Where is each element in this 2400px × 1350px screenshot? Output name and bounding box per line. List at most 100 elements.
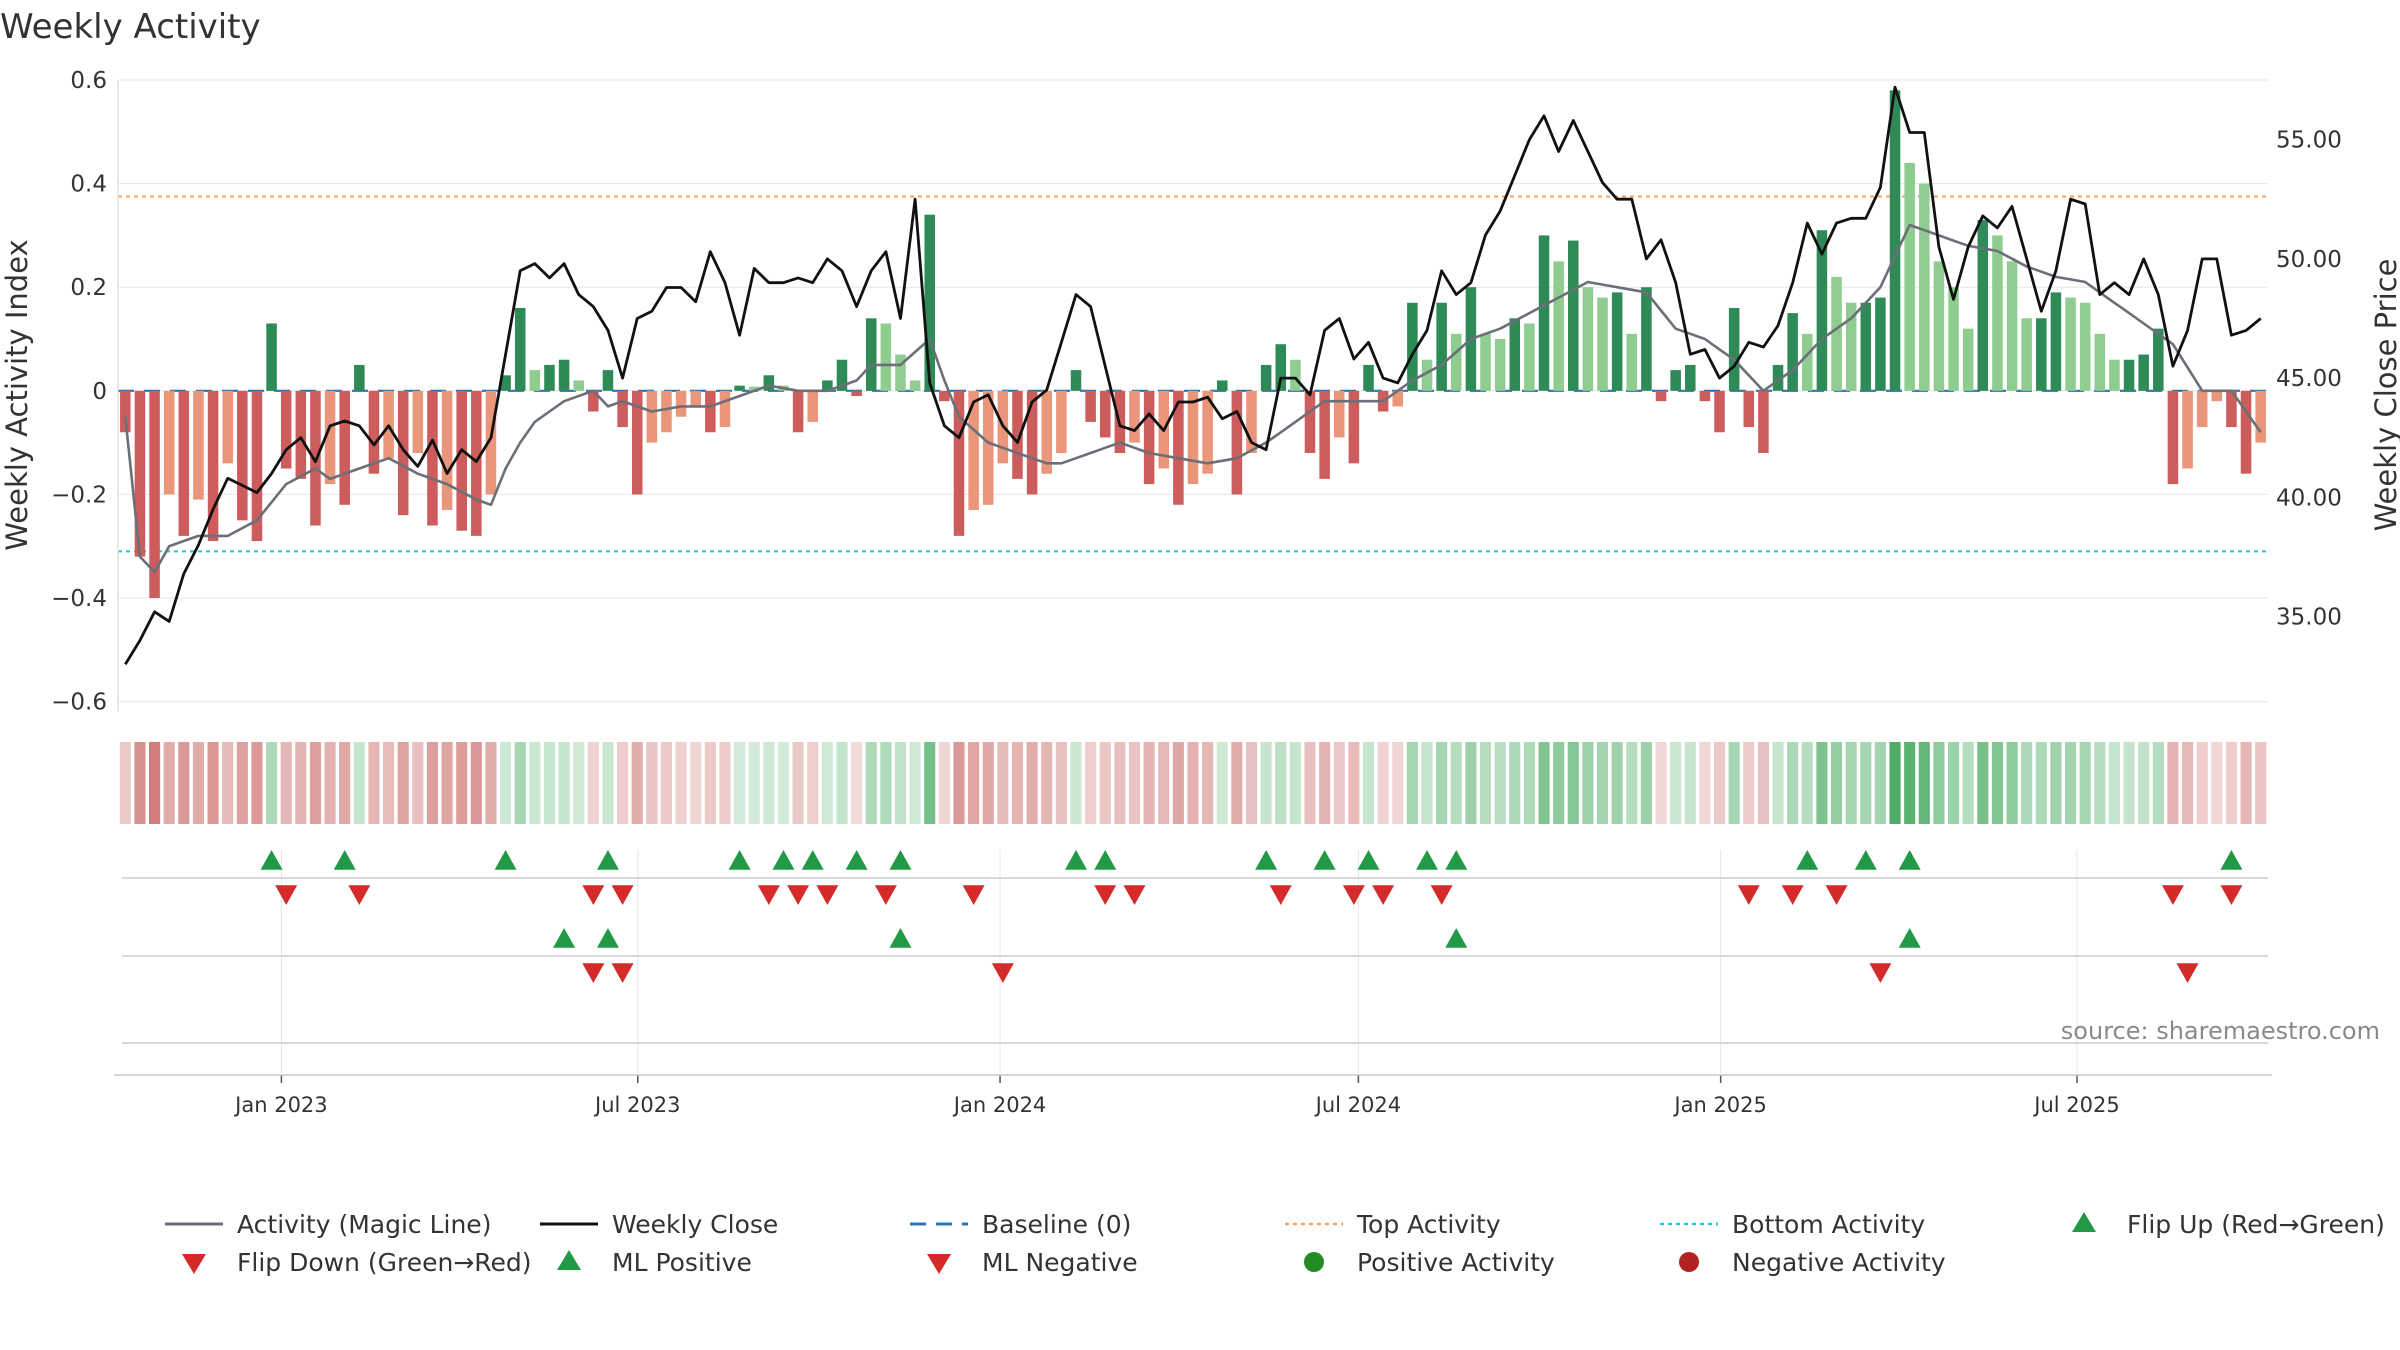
heat-strip-cell (558, 742, 570, 824)
activity-bar (1246, 390, 1257, 453)
activity-bar (1845, 302, 1857, 391)
ml-positive-marker (889, 928, 912, 948)
heat-strip-cell (2196, 742, 2208, 824)
heat-strip-cell (1392, 742, 1404, 824)
activity-bar (1758, 390, 1769, 453)
series-lines (124, 85, 2262, 666)
heat-strip-cell (1553, 742, 1565, 824)
legend-item: Bottom Activity (1660, 1210, 1925, 1239)
activity-bar (792, 390, 804, 433)
legend-label: Positive Activity (1357, 1248, 1555, 1277)
heat-strip-cell (1640, 742, 1652, 824)
heat-strip-cell (353, 742, 365, 824)
legend: Activity (Magic Line) Weekly Close Baselin… (165, 1210, 2385, 1277)
activity-bar (1187, 390, 1199, 485)
heat-strip-cell (1304, 742, 1316, 824)
activity-bar (1743, 390, 1755, 428)
legend-item: Flip Up (Red→Green) (2072, 1210, 2385, 1239)
legend-item: Weekly Close (540, 1210, 778, 1239)
y-right-tick-label: 50.00 (2276, 247, 2342, 273)
activity-bar (2065, 297, 2076, 391)
heat-strip-cell (1055, 742, 1067, 824)
activity-bar (1568, 240, 1579, 391)
y-left-tick-label: 0.4 (70, 172, 107, 198)
heat-strip-cell (2108, 742, 2120, 824)
flip-down-marker (2161, 885, 2184, 905)
heat-strip-cell (1947, 742, 1960, 824)
heat-strip-cell (1026, 742, 1038, 824)
heat-strip-cell (383, 742, 395, 824)
activity-bar (602, 370, 614, 391)
activity-bar (2153, 328, 2164, 391)
activity-bar (1348, 390, 1360, 464)
activity-bar (1436, 302, 1447, 391)
legend-triangle-down-icon (182, 1254, 206, 1274)
activity-bar (1451, 333, 1462, 391)
legend-item: Activity (Magic Line) (165, 1210, 491, 1239)
heat-strip-cell (646, 742, 658, 824)
heat-strip-cell (1933, 742, 1945, 824)
activity-bar (324, 390, 336, 485)
heat-strip-cell (485, 742, 497, 824)
y-left-tick-label: 0.6 (70, 68, 107, 94)
heat-strip-cell (1450, 742, 1462, 824)
heat-strip-cell (1582, 742, 1594, 824)
activity-bar (1290, 359, 1301, 391)
flip-up-marker (772, 850, 795, 870)
activity-bar (2138, 354, 2149, 391)
heat-strip-cell (2079, 742, 2091, 824)
legend-label: ML Positive (612, 1248, 752, 1277)
activity-bar (968, 390, 979, 510)
heat-strip-cell (1070, 742, 1082, 824)
legend-label: Top Activity (1356, 1210, 1501, 1239)
legend-circle-red-icon (1679, 1252, 1699, 1272)
activity-bar (500, 375, 511, 391)
activity-bar (1626, 333, 1638, 391)
activity-bar (2050, 292, 2062, 391)
flip-down-marker (962, 885, 985, 905)
heat-strip-cell (1626, 742, 1638, 824)
activity-bar (1714, 390, 1725, 433)
activity-bar (1816, 230, 1828, 391)
activity-bar (1670, 370, 1681, 391)
grid (118, 79, 2268, 1073)
activity-bar (1392, 390, 1404, 407)
flip-down-marker (348, 885, 371, 905)
activity-bar (178, 390, 190, 536)
ml-positive-marker (1445, 928, 1468, 948)
activity-bar (1421, 359, 1433, 391)
heat-strip (119, 742, 2267, 824)
activity-bar (397, 390, 409, 516)
flip-up-marker (1064, 850, 1087, 870)
activity-bar (2021, 318, 2032, 391)
flip-up-marker (845, 850, 868, 870)
activity-bar (982, 390, 994, 505)
activity-bar (719, 390, 731, 428)
activity-bar (1933, 261, 1945, 391)
activity-bar (2094, 333, 2106, 391)
activity-bar (1977, 219, 1989, 391)
heat-strip-cell (690, 742, 702, 824)
activity-bar (1860, 302, 1872, 391)
activity-bar (1655, 390, 1667, 402)
heat-strip-cell (266, 742, 278, 824)
activity-bar (631, 390, 643, 495)
heat-strip-cell (1041, 742, 1053, 824)
heat-strip-cell (192, 742, 204, 824)
heat-strip-cell (1728, 742, 1740, 824)
magic-line (124, 223, 2262, 574)
heat-strip-cell (1114, 742, 1126, 824)
flip-down-marker (1269, 885, 1292, 905)
heat-strip-cell (529, 742, 541, 824)
heat-strip-cell (1362, 742, 1375, 824)
axes: 0.6 0.4 0.2 0 −0.2 −0.4 −0.6 55.00 50.00 45.00 40.… (51, 68, 2342, 1117)
activity-bar (2036, 318, 2047, 391)
x-tick-label: Jan 2025 (1672, 1093, 1767, 1117)
heat-strip-cell (514, 742, 526, 824)
heat-strip-cell (1757, 742, 1769, 824)
activity-bar (1216, 380, 1228, 391)
activity-bar (339, 390, 350, 505)
y-axis-left-label: Weekly Activity Index (0, 239, 34, 550)
activity-bar (734, 385, 745, 391)
flip-down-marker (1430, 885, 1453, 905)
